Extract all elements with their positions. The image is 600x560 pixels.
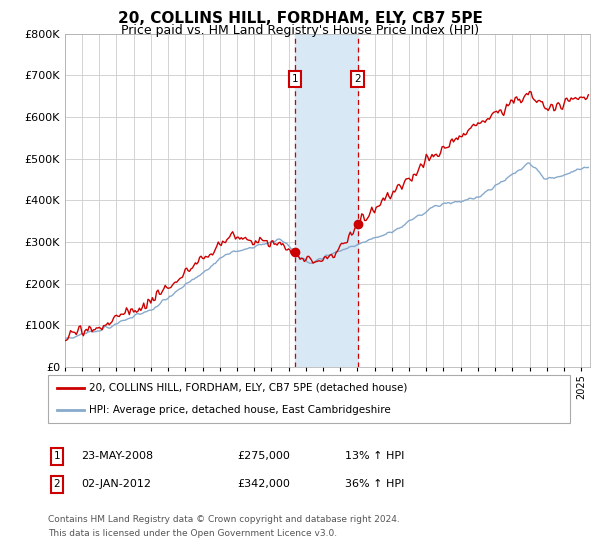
Text: 2: 2 (53, 479, 61, 489)
Text: 36% ↑ HPI: 36% ↑ HPI (345, 479, 404, 489)
Text: 23-MAY-2008: 23-MAY-2008 (81, 451, 153, 461)
Text: 13% ↑ HPI: 13% ↑ HPI (345, 451, 404, 461)
Text: Price paid vs. HM Land Registry's House Price Index (HPI): Price paid vs. HM Land Registry's House … (121, 24, 479, 36)
Text: £342,000: £342,000 (237, 479, 290, 489)
Text: 02-JAN-2012: 02-JAN-2012 (81, 479, 151, 489)
Text: 1: 1 (53, 451, 61, 461)
Text: HPI: Average price, detached house, East Cambridgeshire: HPI: Average price, detached house, East… (89, 405, 391, 416)
Text: £275,000: £275,000 (237, 451, 290, 461)
Text: Contains HM Land Registry data © Crown copyright and database right 2024.: Contains HM Land Registry data © Crown c… (48, 515, 400, 524)
Text: 20, COLLINS HILL, FORDHAM, ELY, CB7 5PE: 20, COLLINS HILL, FORDHAM, ELY, CB7 5PE (118, 11, 482, 26)
Text: 1: 1 (292, 74, 298, 85)
Text: 20, COLLINS HILL, FORDHAM, ELY, CB7 5PE (detached house): 20, COLLINS HILL, FORDHAM, ELY, CB7 5PE … (89, 382, 407, 393)
Bar (295, 34, 358, 367)
Text: 2: 2 (354, 74, 361, 85)
Text: This data is licensed under the Open Government Licence v3.0.: This data is licensed under the Open Gov… (48, 529, 337, 538)
